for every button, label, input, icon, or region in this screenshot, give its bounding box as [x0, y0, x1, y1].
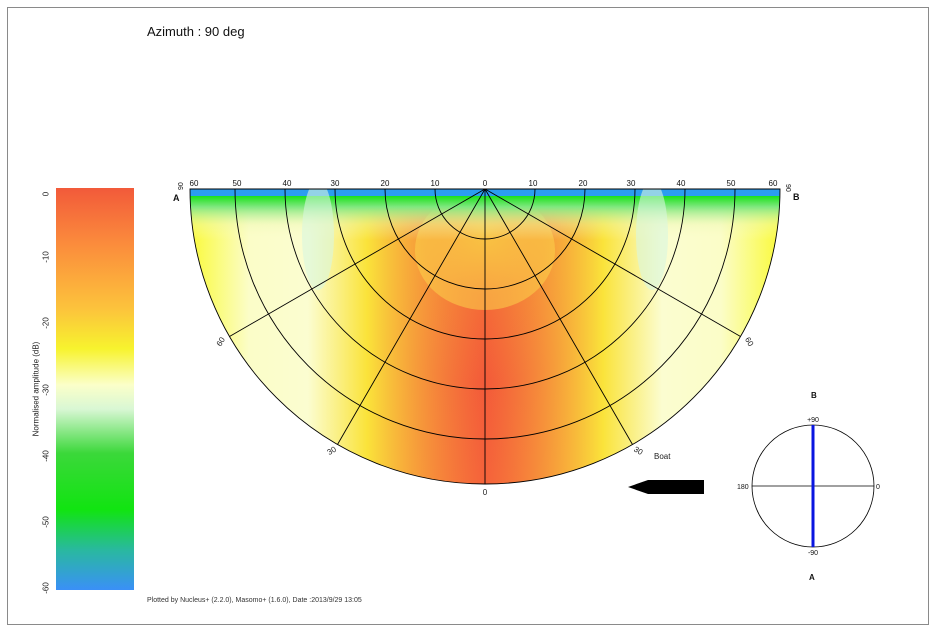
colorbar-tick: 0	[41, 191, 51, 197]
colorbar-label: Normalised amplitude (dB)	[31, 341, 41, 437]
colorbar-gradient	[56, 188, 134, 590]
plot-footer: Plotted by Nucleus+ (2.2.0), Masomo+ (1.…	[147, 597, 362, 604]
colorbar-tick: -50	[41, 516, 51, 528]
colorbar-tick: -20	[41, 317, 51, 329]
colorbar-tick: -60	[41, 582, 51, 594]
colorbar-tick: -10	[41, 251, 51, 263]
chart-title: Azimuth : 90 deg	[147, 24, 245, 39]
colorbar-tick: -40	[41, 450, 51, 462]
colorbar-tick: -30	[41, 384, 51, 396]
colorbar	[56, 188, 134, 590]
figure-frame	[7, 7, 929, 625]
